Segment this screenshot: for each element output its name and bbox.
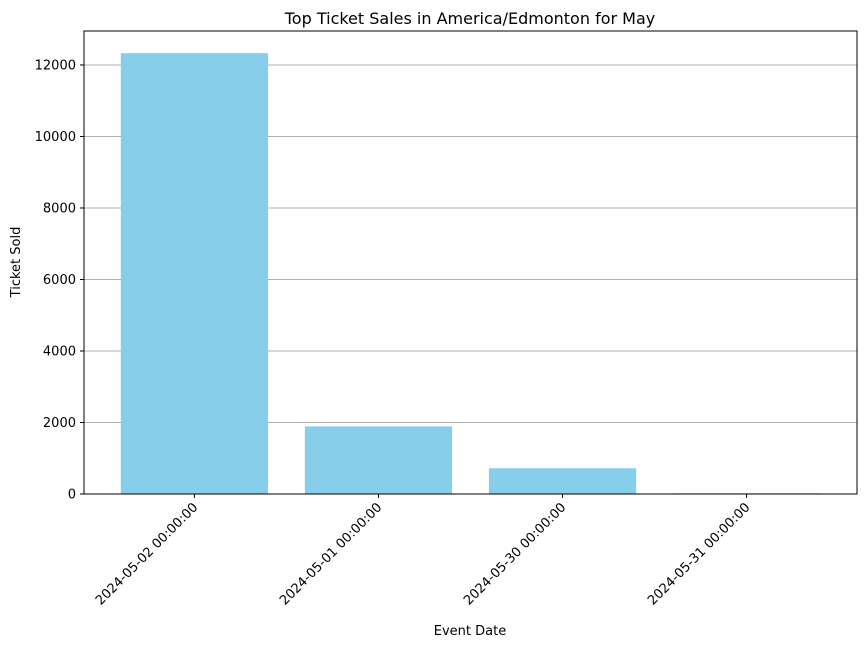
x-tick-label: 2024-05-01 00:00:00 [277, 500, 385, 608]
x-axis: 2024-05-02 00:00:00 2024-05-01 00:00:00 20… [93, 494, 753, 608]
bar-2024-05-01 [304, 426, 453, 494]
y-tick-label: 4000 [43, 344, 76, 359]
y-axis-label: Ticket Sold [9, 227, 24, 299]
plot-frame [83, 30, 858, 495]
x-tick-label: 2024-05-02 00:00:00 [93, 500, 201, 608]
bar-2024-05-02 [120, 53, 269, 494]
bar-2024-05-30 [488, 468, 637, 494]
chart-title: Top Ticket Sales in America/Edmonton for… [284, 9, 655, 28]
y-tick-label: 10000 [35, 130, 76, 145]
y-tick-label: 2000 [43, 416, 76, 431]
y-tick-label: 6000 [43, 273, 76, 288]
y-tick-label: 0 [68, 488, 76, 503]
x-axis-label: Event Date [434, 624, 506, 639]
y-tick-label: 8000 [43, 201, 76, 216]
y-tick-label: 12000 [35, 58, 76, 73]
x-tick-label: 2024-05-30 00:00:00 [461, 500, 569, 608]
bars [120, 53, 821, 495]
y-axis: 0 2000 4000 6000 8000 10000 12000 [35, 58, 84, 503]
x-tick-label: 2024-05-31 00:00:00 [645, 500, 753, 608]
